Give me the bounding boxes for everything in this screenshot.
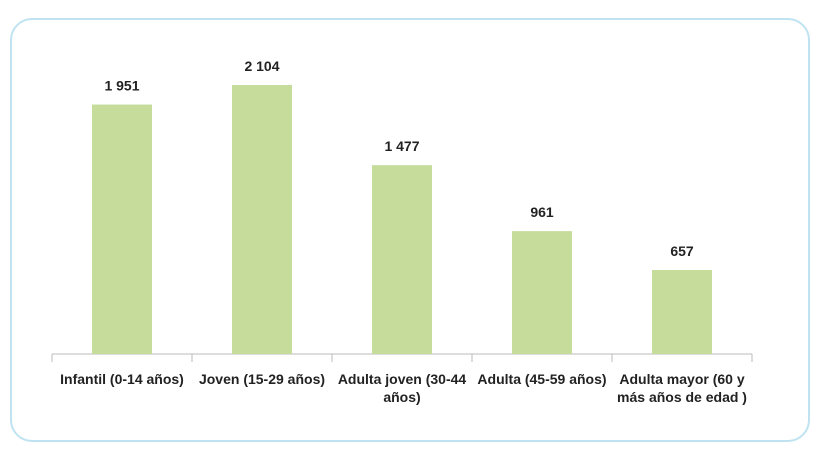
value-label: 961	[530, 204, 554, 220]
bar	[652, 270, 712, 354]
x-tick-label: Adulta joven (30-44 años)	[337, 371, 467, 405]
x-tick-label: Infantil (0-14 años)	[60, 371, 184, 387]
bar	[92, 104, 152, 354]
chart-panel	[10, 18, 810, 442]
value-label: 657	[670, 243, 694, 259]
x-tick-label: Adulta (45-59 años)	[477, 371, 607, 387]
value-label: 1 951	[104, 78, 139, 94]
bar	[512, 231, 572, 354]
value-label: 2 104	[244, 58, 279, 74]
bar	[232, 85, 292, 354]
x-tick-label: Adulta mayor (60 y más años de edad )	[617, 371, 747, 405]
value-label: 1 477	[384, 138, 419, 154]
x-tick-label: Joven (15-29 años)	[198, 371, 326, 387]
bar	[372, 165, 432, 354]
